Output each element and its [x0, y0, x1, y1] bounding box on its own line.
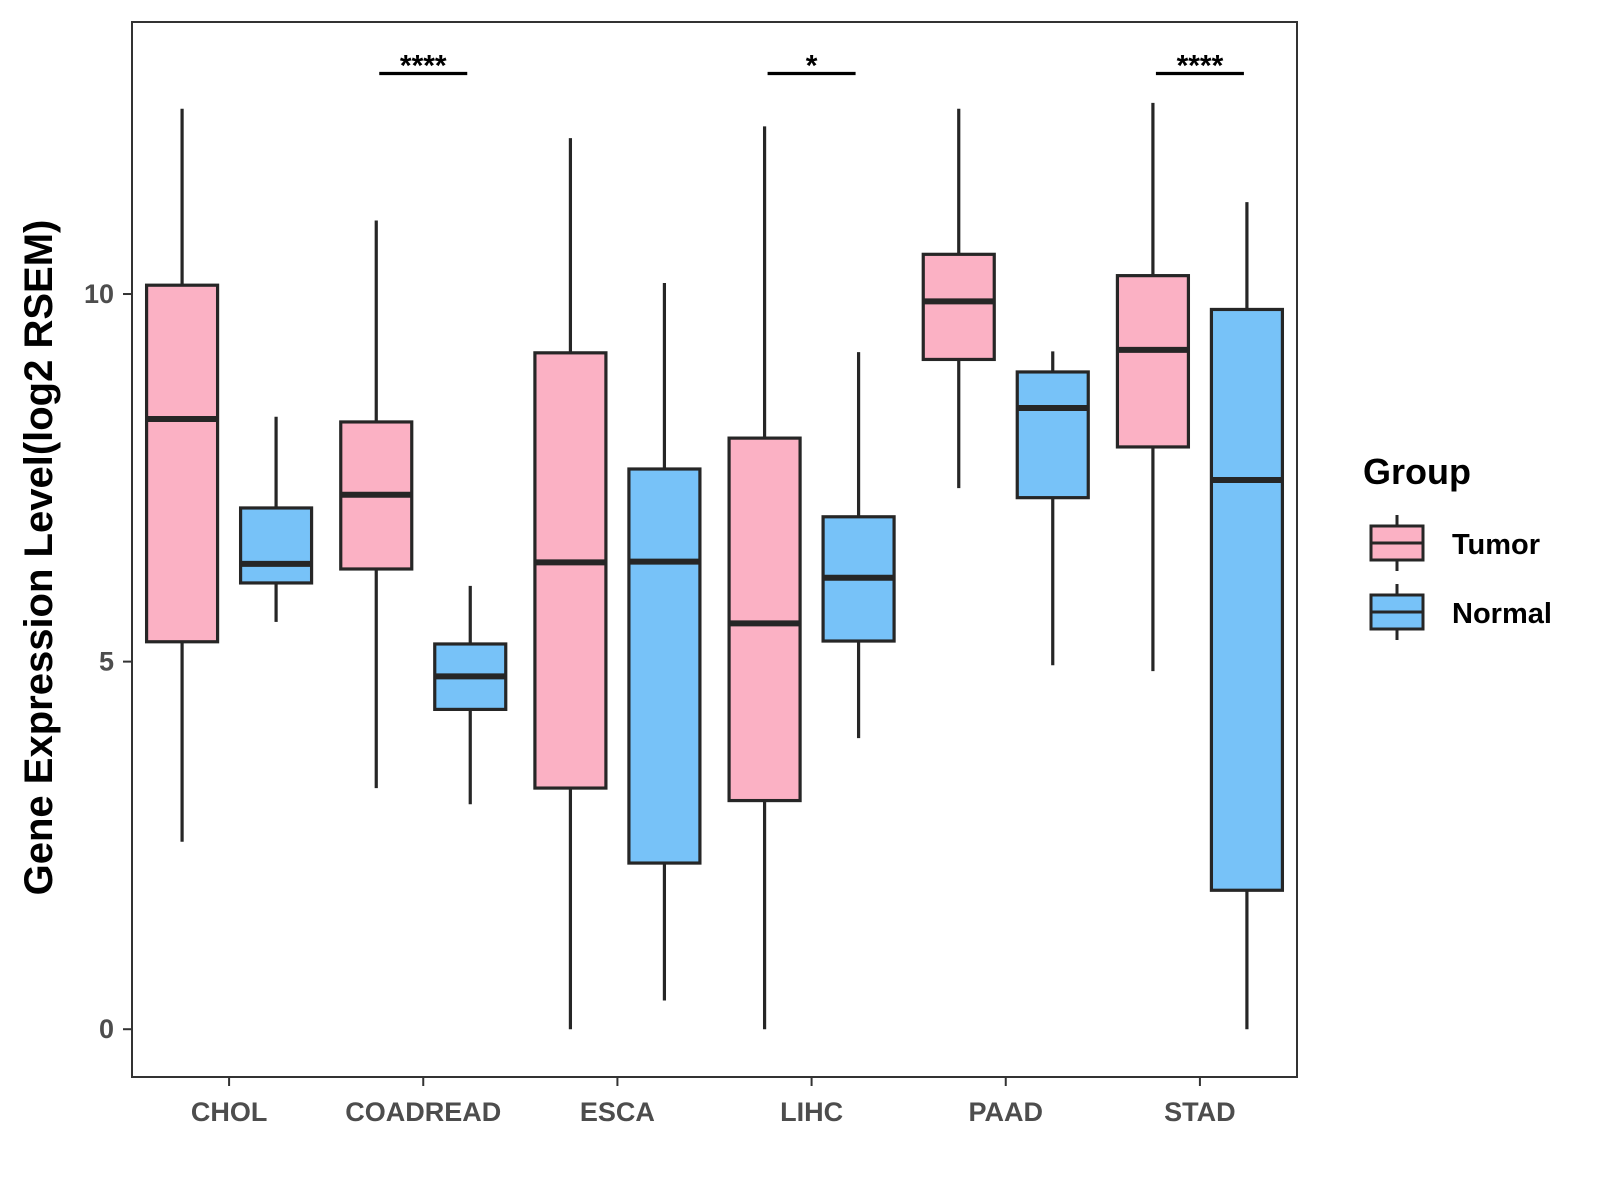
box-coadread-tumor [339, 220, 414, 789]
box-iqr [533, 351, 608, 790]
box-iqr [144, 283, 220, 644]
x-tick-label-esca: ESCA [580, 1097, 655, 1127]
box-iqr [238, 506, 314, 585]
legend: Group Tumor Normal [1363, 451, 1552, 640]
box-iqr [1115, 274, 1191, 449]
x-tick-label-paad: PAAD [968, 1097, 1043, 1127]
significance-label: **** [1177, 49, 1224, 82]
box-esca-tumor [533, 138, 608, 1030]
significance-label: * [806, 49, 818, 82]
y-tick-label: 0 [99, 1014, 114, 1044]
legend-title: Group [1363, 451, 1471, 492]
box-paad-tumor [921, 108, 996, 489]
box-iqr [1015, 370, 1090, 500]
box-chol-normal [238, 416, 314, 622]
box-iqr [627, 467, 702, 865]
y-axis-label: Gene Expression Level(log2 RSEM) [17, 220, 61, 896]
box-lihc-normal [821, 352, 896, 739]
significance-layer: **** * **** [379, 49, 1244, 82]
box-stad-tumor [1115, 102, 1191, 672]
y-axis: 0 5 10 [84, 279, 132, 1044]
x-axis: CHOL COADREAD ESCA LIHC PAAD STAD [191, 1077, 1236, 1127]
box-chol-tumor [144, 108, 220, 842]
box-iqr [921, 252, 996, 362]
box-lihc-tumor [727, 126, 802, 1030]
box-iqr [727, 436, 802, 803]
legend-item-normal: Normal [1369, 584, 1552, 640]
box-esca-normal [627, 282, 702, 1001]
significance-coadread: **** [379, 49, 468, 82]
box-coadread-normal [433, 585, 508, 805]
boxes-layer [144, 102, 1285, 1030]
x-tick-label-chol: CHOL [191, 1097, 268, 1127]
y-tick-label: 10 [84, 279, 114, 309]
legend-label: Tumor [1452, 529, 1540, 561]
legend-item-tumor: Tumor [1369, 515, 1540, 571]
x-tick-label-stad: STAD [1164, 1097, 1236, 1127]
significance-stad: **** [1155, 49, 1244, 82]
significance-label: **** [400, 49, 447, 82]
box-stad-normal [1209, 202, 1285, 1030]
box-paad-normal [1015, 351, 1090, 666]
x-tick-label-coadread: COADREAD [345, 1097, 501, 1127]
box-iqr [1209, 307, 1285, 892]
legend-label: Normal [1452, 598, 1552, 630]
y-tick-label: 5 [99, 647, 114, 677]
significance-lihc: * [767, 49, 856, 82]
x-tick-label-lihc: LIHC [780, 1097, 843, 1127]
plot-panel-border [131, 21, 1298, 1078]
